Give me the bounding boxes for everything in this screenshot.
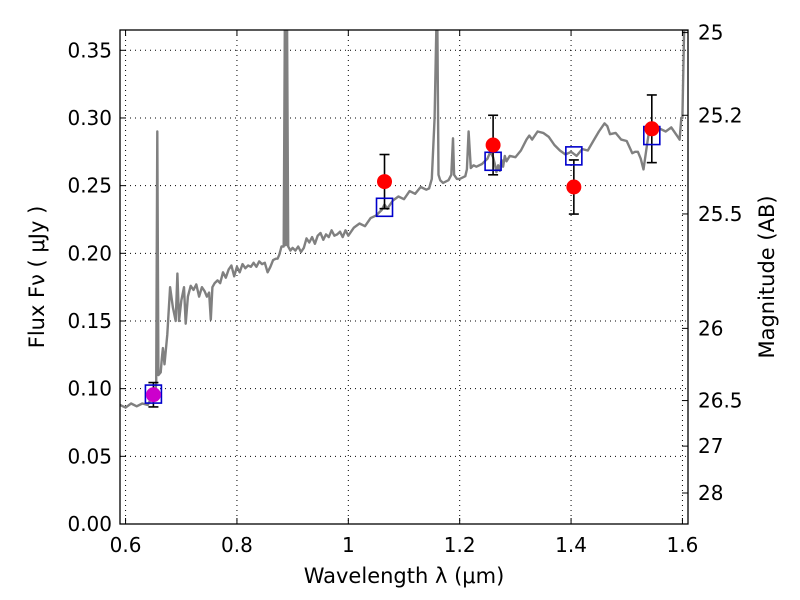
y-tick-label: 0.05 — [67, 444, 112, 468]
y-axis-label: Flux Fν ( μJy ) — [25, 206, 49, 349]
x-tick-label: 0.6 — [110, 533, 142, 557]
axis-ticks: 0.6 0.8 1 1.2 1.4 1.6 0.00 0.05 0.10 0.15 0.20 0.25… — [67, 21, 742, 557]
y-tick-label: 0.30 — [67, 106, 112, 130]
mag-tick-label: 26 — [698, 316, 723, 340]
observed-flux-point — [485, 137, 501, 153]
x-tick-label: 1.6 — [667, 533, 699, 557]
mag-tick-label: 25 — [698, 21, 723, 45]
grid-lines — [120, 30, 688, 525]
mag-tick-label: 27 — [698, 434, 723, 458]
x-tick-label: 1.2 — [444, 533, 476, 557]
x-tick-label: 0.8 — [221, 533, 253, 557]
observed-flux-point — [145, 387, 161, 403]
photometry-points — [144, 94, 661, 408]
x-axis-label: Wavelength λ (μm) — [304, 564, 505, 588]
y-tick-label: 0.15 — [67, 309, 112, 333]
model-square-point — [144, 384, 163, 404]
plot-frame — [119, 29, 689, 525]
model-spectrum-line — [120, 30, 688, 409]
mag-tick-label: 26.5 — [698, 389, 743, 413]
y-tick-label: 0.00 — [67, 512, 112, 536]
x-tick-label: 1.4 — [555, 533, 587, 557]
observed-flux-point — [377, 174, 393, 190]
observed-flux-point — [644, 121, 660, 137]
y-tick-label: 0.10 — [67, 377, 112, 401]
spectrum-layer — [120, 30, 688, 409]
model-square-point — [375, 197, 394, 218]
y-tick-label: 0.35 — [67, 38, 112, 62]
x-tick-label: 1 — [342, 533, 355, 557]
y-tick-label: 0.25 — [67, 174, 112, 198]
mag-tick-label: 25.5 — [698, 202, 743, 226]
mag-tick-label: 28 — [698, 481, 723, 505]
observed-flux-point — [566, 179, 582, 195]
model-square-point — [565, 146, 583, 166]
y-tick-label: 0.20 — [67, 241, 112, 265]
right-axis-label: Magnitude (AB) — [755, 195, 779, 358]
mag-tick-label: 25.2 — [698, 103, 743, 127]
